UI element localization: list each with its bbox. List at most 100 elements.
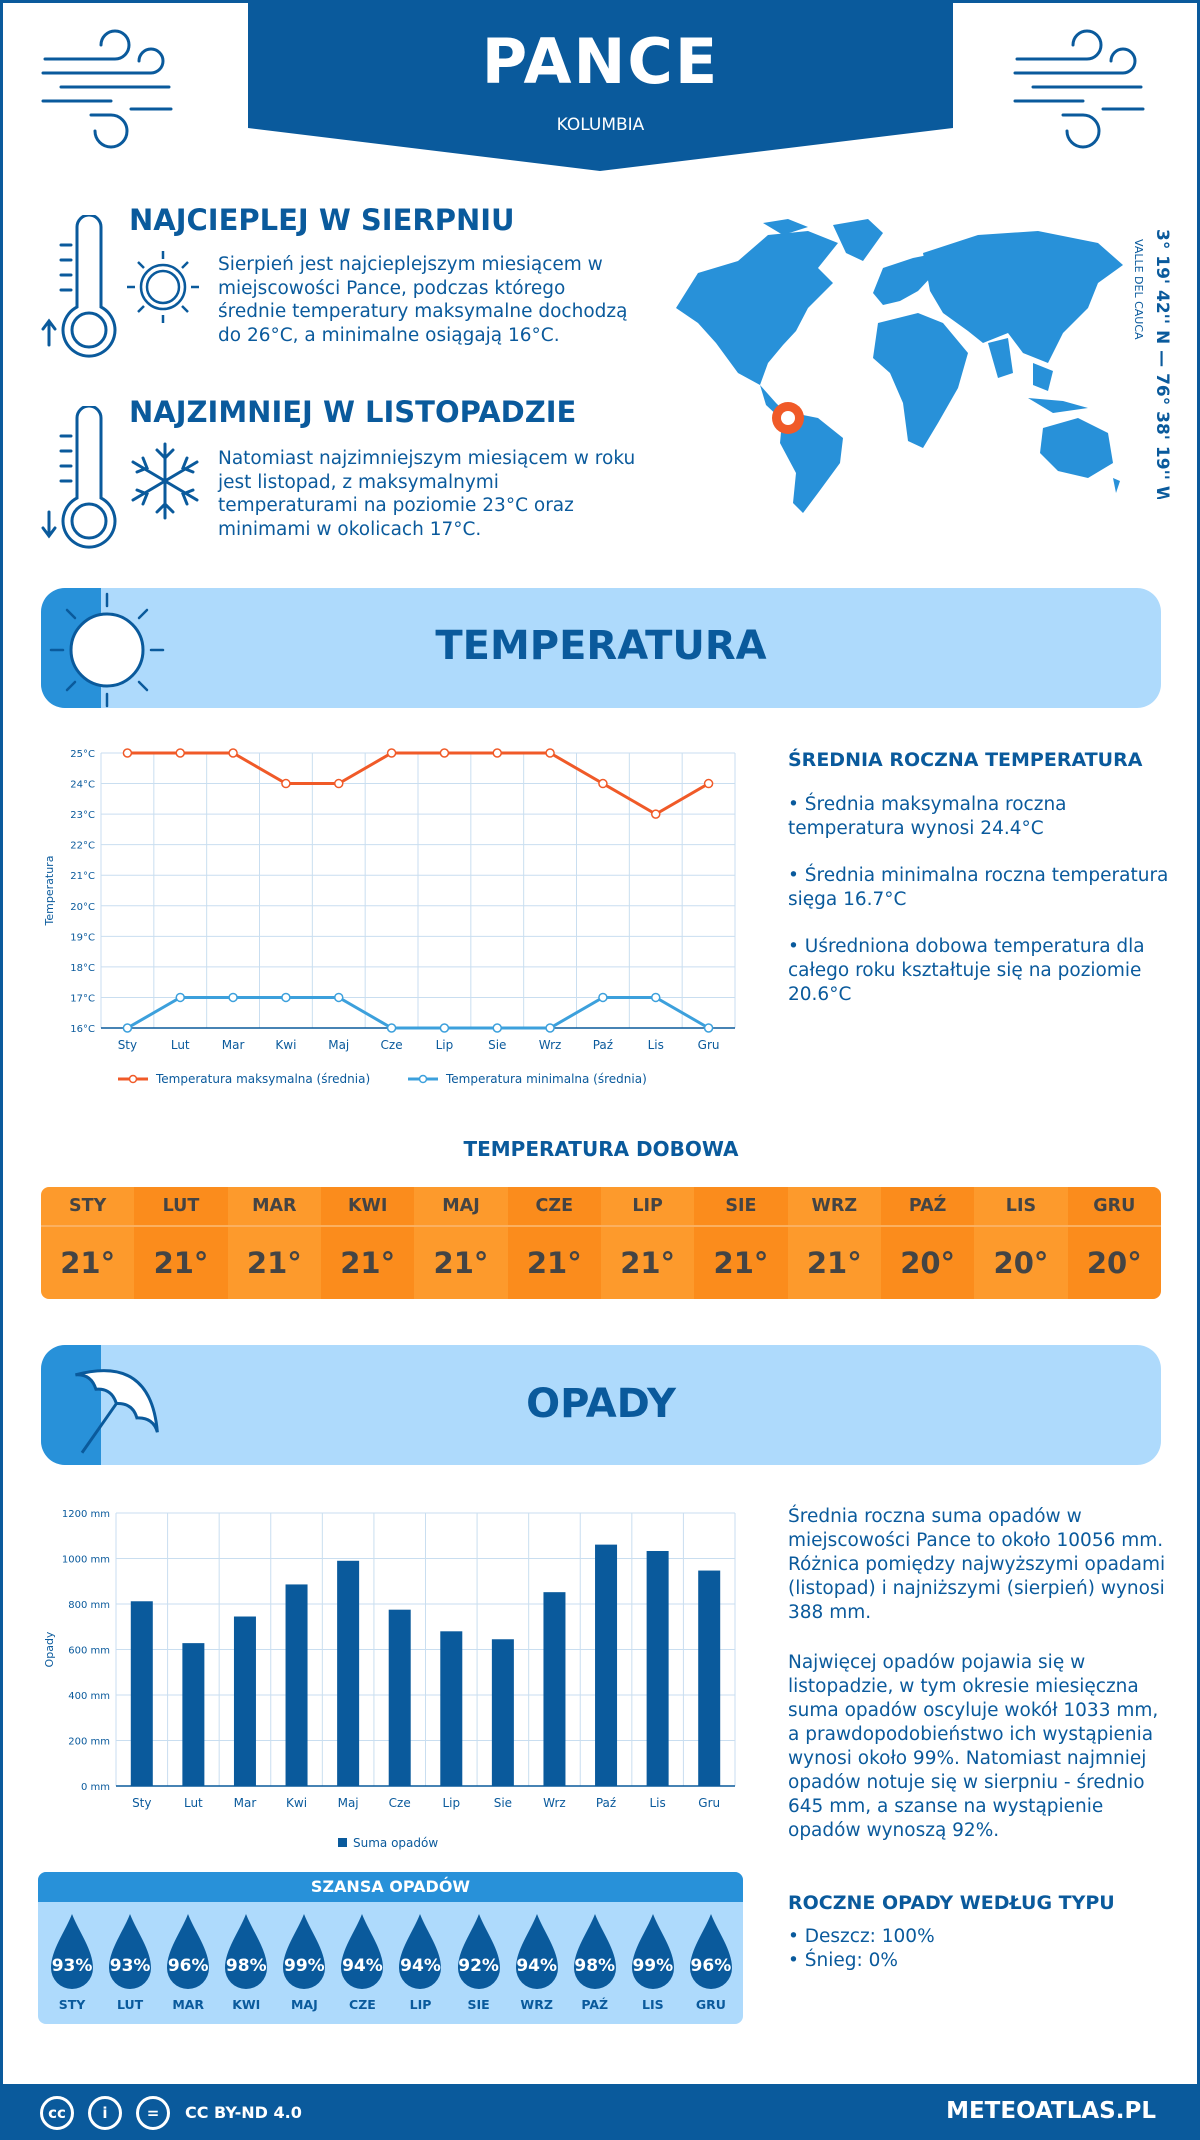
y-tick-label: 18°C (70, 963, 95, 974)
chance-drop: 96% GRU (682, 1912, 740, 2022)
daily-temp-column: KWI 21° (320, 1187, 415, 1299)
precip-paragraph-2: Najwięcej opadów pojawia się w listopadz… (788, 1651, 1158, 1843)
data-point (703, 778, 714, 789)
raindrop-icon (167, 1914, 210, 1989)
y-tick-label: 200 mm (68, 1737, 110, 1748)
y-tick-label: 400 mm (68, 1691, 110, 1702)
x-tick-label: Lut (184, 1796, 203, 1810)
y-tick-label: 16°C (70, 1024, 95, 1035)
daily-temp-title: TEMPERATURA DOBOWA (463, 1137, 739, 1161)
y-tick-label: 20°C (70, 902, 95, 913)
chance-month: MAJ (290, 1997, 318, 2012)
precip-band (41, 1345, 1161, 1465)
annual-temp-bullet: • Uśredniona dobowa temperatura dla całe… (788, 935, 1145, 1007)
y-tick-label: 1000 mm (62, 1555, 110, 1566)
daily-temp-column: PAŹ 20° (880, 1187, 975, 1299)
daily-temp-column: CZE 21° (507, 1187, 601, 1299)
sun-section-icon (49, 592, 165, 708)
bullet-line: • Uśredniona dobowa temperatura dla (788, 936, 1145, 957)
data-point (334, 992, 344, 1003)
chance-title: SZANSA OPADÓW (38, 1872, 743, 1902)
coordinates-text: 3° 19' 42'' N — 76° 38' 19'' W (1152, 229, 1172, 499)
x-tick-label: Mar (234, 1796, 257, 1810)
text-line: suma opadów oscyluje wokół 1033 mm, (788, 1700, 1159, 1721)
precip-bar (440, 1631, 463, 1786)
daily-temp-value: 20° (1067, 1225, 1161, 1299)
precip-bar (491, 1639, 514, 1786)
chance-value: 99% (632, 1956, 674, 1976)
raindrop-icon (515, 1914, 558, 1989)
wind-icon-right (1013, 29, 1145, 149)
daily-temp-month: SIE (694, 1187, 788, 1225)
chance-drop: 93% STY (43, 1912, 101, 2022)
text-line: wynosi około 99%. Natomiast najmniej (788, 1748, 1147, 1769)
chance-value: 96% (690, 1956, 732, 1976)
coldest-line: minimami w okolicach 17°C. (218, 518, 482, 540)
daily-temp-value: 21° (320, 1225, 415, 1299)
x-tick-label: Gru (698, 1038, 720, 1052)
daily-temp-value: 21° (787, 1225, 881, 1299)
annual-temp-bullet: • Średnia minimalna roczna temperatura s… (788, 864, 1168, 912)
y-tick-label: 22°C (70, 841, 95, 852)
x-tick-label: Sty (118, 1038, 137, 1052)
precip-paragraph-1: Średnia roczna suma opadów w miejscowośc… (788, 1505, 1165, 1625)
raindrop-icon (689, 1914, 732, 1989)
daily-temp-value: 21° (41, 1225, 135, 1299)
x-tick-label: Maj (338, 1796, 359, 1810)
bullet-line: sięga 16.7°C (788, 889, 907, 910)
precip-bar (595, 1544, 618, 1786)
temperature-chart: 16°C 17°C 18°C 19°C 20°C 21°C 22°C 23°C 24°C 25°C… (43, 748, 736, 1086)
chance-value: 96% (167, 1956, 209, 1976)
bullet-line: • Średnia minimalna roczna temperatura (788, 865, 1169, 886)
x-tick-label: Lut (171, 1038, 190, 1052)
chance-value: 93% (109, 1956, 151, 1976)
legend-label: Temperatura minimalna (średnia) (445, 1072, 647, 1086)
drops-row: 93% STY 93% LUT 96% MAR 98% KWI 99% MAJ 94% CZE 94% L… (43, 1912, 740, 2022)
raindrop-icon (631, 1914, 674, 1989)
legend-marker (128, 1074, 138, 1084)
precip-bar (646, 1550, 669, 1786)
x-tick-label: Lis (648, 1038, 664, 1052)
data-point (281, 778, 291, 789)
chance-month: WRZ (520, 1997, 553, 2012)
location-marker-icon (772, 402, 804, 434)
text-line: Najwięcej opadów pojawia się w (788, 1652, 1086, 1673)
site-link[interactable]: METEOATLAS.PL (946, 2098, 1156, 2124)
data-point (175, 748, 185, 758)
x-tick-label: Sie (494, 1796, 512, 1810)
precip-bar (337, 1560, 360, 1786)
chance-drop: 92% SIE (450, 1912, 508, 2022)
sun-icon (127, 251, 199, 323)
text-line: (listopad) i najniższymi (sierpień) wyno… (788, 1578, 1165, 1599)
data-point (492, 748, 502, 758)
data-point (651, 809, 661, 819)
coldest-title: NAJZIMNIEJ W LISTOPADZIE (129, 395, 577, 429)
precip-bar (388, 1609, 411, 1786)
coldest-line: temperaturami na poziomie 23°C oraz (218, 495, 574, 516)
text-line: 645 mm, a szanse na wystąpienie (788, 1796, 1104, 1817)
x-tick-label: Kwi (286, 1796, 307, 1810)
chance-month: KWI (232, 1997, 261, 2012)
wind-icon-left (41, 29, 173, 149)
warmest-line: do 26°C, a minimalne osiągają 16°C. (218, 324, 560, 346)
world-map (676, 219, 1123, 513)
chance-of-precip-box: SZANSA OPADÓW 93% STY 93% LUT 96% MAR 98% KWI 99… (38, 1872, 743, 2024)
precip-type-snow: • Śnieg: 0% (788, 1950, 898, 1971)
raindrop-icon (341, 1914, 384, 1989)
precip-types-list: • Deszcz: 100% • Śnieg: 0% (788, 1925, 935, 1973)
text-line: miejscowości Pance to około 10056 mm. (788, 1530, 1164, 1551)
daily-temp-month: KWI (320, 1187, 415, 1225)
chance-drop: 94% CZE (333, 1912, 391, 2022)
infographic-page: PANCE KOLUMBIA (3, 3, 1197, 2084)
data-point (175, 992, 185, 1003)
raindrop-icon (109, 1914, 152, 1989)
warmest-line: Sierpień jest najcieplejszym miesiącem w (218, 254, 603, 275)
text-line: listopadzie, w tym okresie miesięczna (788, 1676, 1139, 1697)
chance-drop: 99% LIS (624, 1912, 682, 2022)
chance-month: MAR (172, 1997, 205, 2012)
text-line: 388 mm. (788, 1602, 872, 1623)
chance-month: LIS (642, 1997, 664, 2012)
chance-value: 94% (342, 1956, 383, 1976)
daily-temp-column: GRU 20° (1067, 1187, 1161, 1299)
coordinates-label: 3° 19' 42'' N — 76° 38' 19'' W VALLE DEL… (1132, 229, 1172, 499)
